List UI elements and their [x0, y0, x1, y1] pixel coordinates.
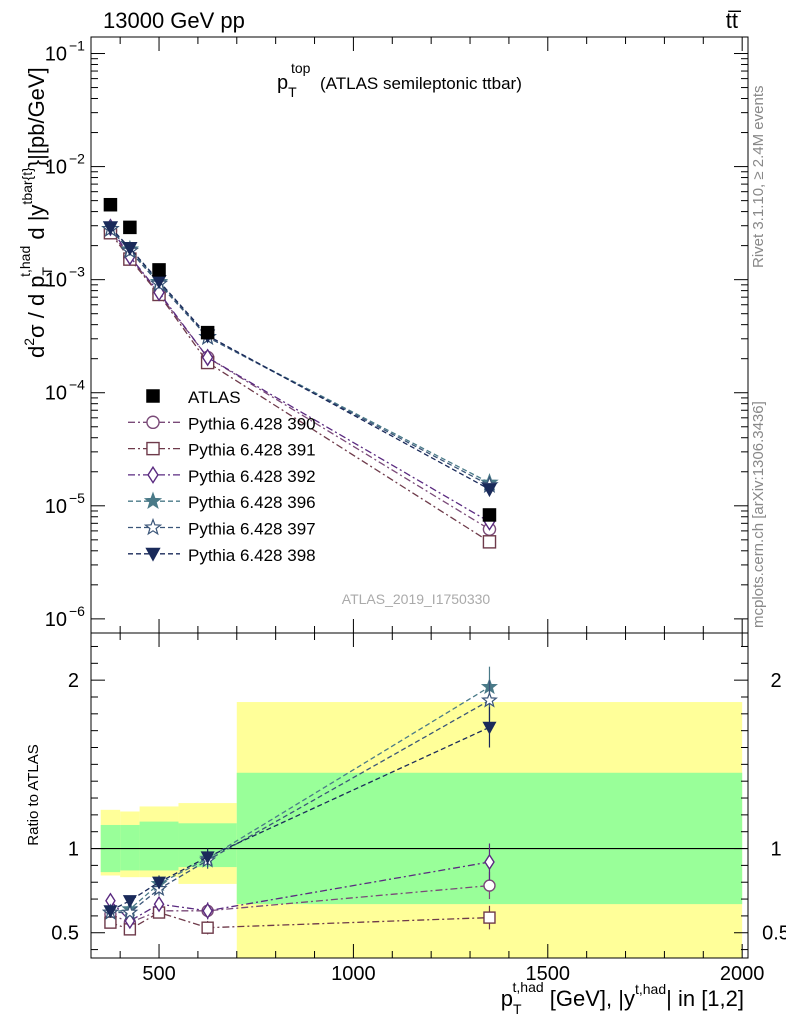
main-ytick-exponent: −5: [69, 490, 85, 506]
legend-label: Pythia 6.428 392: [188, 467, 316, 486]
main-series-layer: [101, 197, 499, 549]
legend-marker: [146, 389, 160, 403]
ratio-series-5-point: [152, 876, 167, 890]
legend-item: Pythia 6.428 398: [128, 546, 316, 565]
ratio-series-line-0: [110, 884, 490, 924]
ratio-panel: 0.5 0.5 1 1 2 2 500 1000 1500 2000 Ratio to ATLAS…: [25, 632, 786, 1017]
legend-label: Pythia 6.428 397: [188, 520, 316, 539]
svg-text:d2σ / d pTt,had d |ytbar{t}}: d2σ / d pTt,had d |ytbar{t}}|[pb/GeV]: [17, 67, 55, 358]
atlas-data-point: [482, 508, 497, 522]
title-rest: (ATLAS semileptonic ttbar): [320, 74, 522, 93]
ratio-axis-ticks: 0.5 0.5 1 1 2 2 500 1000 1500 2000: [51, 633, 786, 985]
main-ytick-exponent: −4: [69, 377, 85, 393]
main-ytick-label: 10: [45, 270, 67, 292]
final-state-label: tt̅: [726, 8, 742, 33]
ratio-ytick-label-right: 0.5: [762, 923, 786, 945]
ratio-xtick-label: 1500: [526, 963, 571, 985]
main-axis-ticks: 10−610−510−410−310−210−1: [45, 37, 748, 633]
ratio-series-5-point: [482, 721, 497, 735]
atlas-data-point: [123, 220, 137, 235]
atlas-data-point: [103, 197, 118, 212]
ratio-stat-uncertainty-band: [139, 821, 179, 871]
main-ytick-label: 10: [45, 383, 67, 405]
main-ytick-exponent: −3: [69, 264, 85, 280]
legend-marker: [143, 491, 163, 510]
ratio-series-5-point: [103, 905, 118, 919]
ratio-y-axis-label: Ratio to ATLAS: [25, 744, 42, 845]
atlas-data-point: [200, 325, 215, 340]
legend-label: Pythia 6.428 391: [188, 441, 316, 460]
title-sub: T: [288, 84, 297, 100]
legend-item: Pythia 6.428 396: [128, 491, 316, 512]
atlas-data-point: [152, 263, 166, 277]
ratio-series-1-point: [201, 921, 214, 934]
ratio-ytick-label-right: 2: [770, 670, 781, 692]
analysis-watermark: ATLAS_2019_I1750330: [342, 591, 491, 607]
ratio-series-2-point: [484, 853, 495, 871]
legend-item: Pythia 6.428 390: [128, 414, 316, 433]
plot-title: pTtop (ATLAS semileptonic ttbar): [277, 60, 522, 100]
legend-marker: [146, 441, 160, 456]
x-axis-label: pTt,had [GeV], |yt,had| in [1,2]: [501, 979, 744, 1017]
ratio-series-4-point: [480, 691, 498, 708]
mcplots-label: mcplots.cern.ch [arXiv:1306.3436]: [750, 401, 767, 628]
main-ytick-exponent: −6: [69, 603, 85, 619]
ratio-ytick-label: 2: [68, 670, 79, 692]
main-series-1-point: [482, 535, 497, 549]
main-series-5-point: [481, 483, 498, 498]
main-panel: 10−610−510−410−310−210−1 pTtop(ATLAS sem…: [17, 36, 749, 634]
legend-marker: [145, 547, 161, 562]
rivet-label: Rivet 3.1.10, ≥ 2.4M events: [750, 86, 767, 269]
ratio-xtick-label: 500: [142, 963, 175, 985]
main-series-5-point: [122, 242, 138, 256]
legend-item: Pythia 6.428 392: [128, 465, 316, 486]
ratio-series-layer: [101, 666, 498, 936]
main-ytick-exponent: −1: [69, 38, 85, 54]
legend-label: Pythia 6.428 398: [188, 546, 316, 565]
legend-item: Pythia 6.428 397: [128, 517, 316, 539]
process-label: 13000 GeV pp: [103, 8, 245, 33]
main-series-5-point: [102, 221, 119, 236]
legend-label: Pythia 6.428 390: [188, 414, 316, 433]
legend: ATLAS Pythia 6.428 390 Pythia 6.428 391 Pyt…: [128, 388, 316, 565]
ratio-series-line-1: [110, 911, 490, 931]
main-ytick-label: 10: [45, 496, 67, 518]
legend-item: ATLAS: [146, 388, 241, 407]
ratio-series-1-point: [483, 911, 496, 924]
main-series-2-point: [201, 348, 214, 367]
ratio-ytick-label: 1: [68, 839, 79, 861]
ratio-series-2-point: [153, 895, 165, 913]
main-frame: [90, 36, 749, 634]
legend-label: Pythia 6.428 396: [188, 493, 316, 512]
legend-item: Pythia 6.428 391: [128, 441, 316, 460]
title-sup: top: [291, 60, 311, 76]
ratio-series-0-point: [483, 879, 496, 892]
ratio-stat-uncertainty-band: [120, 824, 140, 871]
legend-marker: [143, 517, 163, 536]
main-ytick-label: 10: [45, 609, 67, 631]
ratio-xtick-label: 2000: [720, 963, 765, 985]
ratio-series-5-point: [200, 851, 215, 865]
ratio-series-5-point: [122, 895, 137, 908]
main-ytick-label: 10: [45, 44, 67, 66]
main-ytick-exponent: −2: [69, 151, 85, 167]
legend-label: ATLAS: [188, 388, 241, 407]
ratio-ytick-label: 0.5: [51, 923, 79, 945]
main-ytick-label: 10: [45, 157, 67, 179]
ratio-series-2-point: [202, 902, 213, 920]
legend-marker: [146, 415, 160, 430]
ratio-ytick-label-right: 1: [770, 839, 781, 861]
main-y-axis-label: d2σ / d pTt,had d |ytbar{t}}|[pb/GeV]: [17, 67, 55, 358]
title-p: p: [277, 72, 288, 94]
ratio-series-4-point: [121, 903, 139, 920]
ratio-frame: [90, 632, 749, 959]
legend-marker: [147, 465, 159, 484]
ratio-xtick-label: 1000: [331, 963, 376, 985]
